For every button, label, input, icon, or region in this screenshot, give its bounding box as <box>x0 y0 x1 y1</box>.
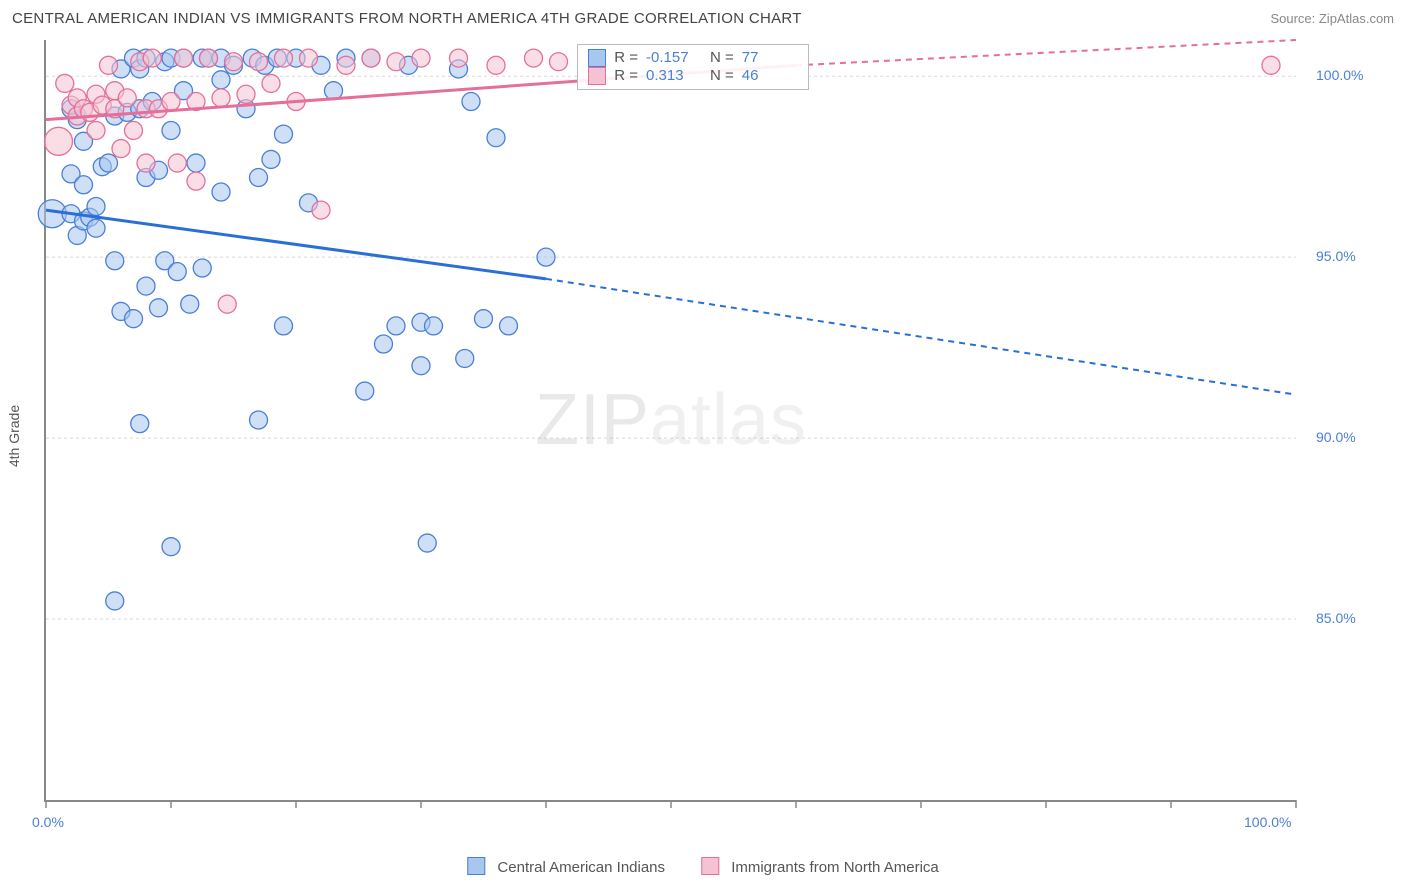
plot-wrap: 4th Grade ZIPatlas R =-0.157N =77R =0.31… <box>44 40 1386 832</box>
legend-swatch-imm <box>701 857 719 875</box>
chart-title: CENTRAL AMERICAN INDIAN VS IMMIGRANTS FR… <box>12 10 802 27</box>
legend-label-imm: Immigrants from North America <box>731 859 939 876</box>
stats-row-cai: R = -0.157 N = 77 <box>588 49 798 67</box>
stats-n-label: N = <box>710 67 734 84</box>
chart-svg <box>46 40 1296 800</box>
x-tick-label: 100.0% <box>1244 814 1291 830</box>
y-tick-label: 90.0% <box>1316 429 1356 445</box>
chart-source: Source: ZipAtlas.com <box>1270 11 1394 26</box>
legend-item-cai: Central American Indians <box>467 857 665 876</box>
stats-r-label: R = <box>614 49 638 66</box>
x-tick-label: 0.0% <box>32 814 64 830</box>
stats-box: R = -0.157 N = 77 R = 0.313 N = 46 <box>577 44 809 90</box>
bottom-legend: Central American Indians Immigrants from… <box>467 857 938 876</box>
stats-row-imm: R = 0.313 N = 46 <box>588 67 798 85</box>
legend-item-imm: Immigrants from North America <box>701 857 939 876</box>
stats-r-value: -0.157 <box>646 49 702 66</box>
y-tick-label: 100.0% <box>1316 67 1363 83</box>
stats-n-label: N = <box>710 49 734 66</box>
stats-swatch <box>588 49 606 67</box>
legend-label-cai: Central American Indians <box>497 859 665 876</box>
stats-n-value: 77 <box>742 49 798 66</box>
stats-r-label: R = <box>614 67 638 84</box>
stats-swatch <box>588 67 606 85</box>
y-axis-label: 4th Grade <box>6 405 22 467</box>
y-tick-label: 95.0% <box>1316 248 1356 264</box>
stats-n-value: 46 <box>742 67 798 84</box>
y-tick-label: 85.0% <box>1316 610 1356 626</box>
stats-r-value: 0.313 <box>646 67 702 84</box>
legend-swatch-cai <box>467 857 485 875</box>
plot-area: ZIPatlas R =-0.157N =77R =0.313N =46 <box>44 40 1296 802</box>
